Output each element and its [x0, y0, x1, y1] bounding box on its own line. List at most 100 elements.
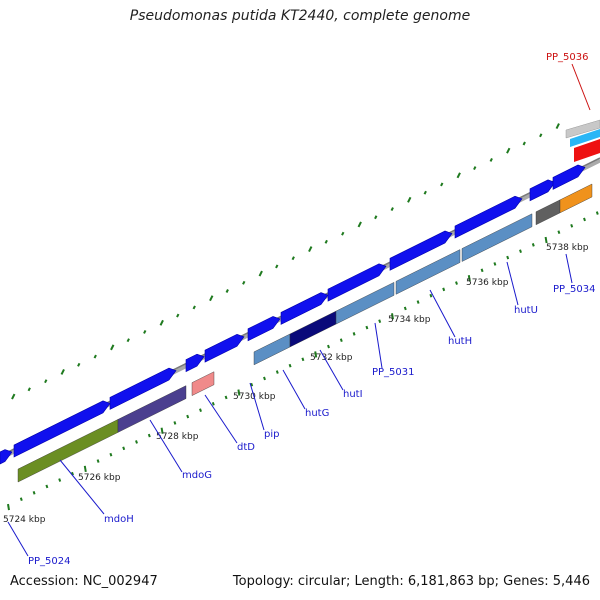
scale-label: 5738 kbp — [546, 243, 589, 253]
cog-bar — [335, 281, 395, 325]
scale-label: 5724 kbp — [3, 515, 46, 525]
feature-red — [574, 139, 600, 162]
corner-features — [565, 119, 600, 162]
leader-lines — [7, 63, 591, 557]
cds-arrow — [204, 333, 245, 363]
inner-tick — [83, 465, 87, 473]
outer-tick — [407, 196, 412, 203]
outer-tick — [93, 354, 97, 359]
inner-tick — [544, 236, 548, 244]
outer-tick — [374, 215, 378, 220]
outer-tick — [27, 387, 31, 392]
inner-tick — [403, 306, 407, 311]
cds-arrow — [280, 292, 329, 325]
outer-tick — [522, 141, 526, 146]
cds-arrow — [552, 164, 586, 190]
inner-tick — [339, 338, 343, 343]
inner-tick — [160, 427, 164, 434]
leader-line — [204, 394, 238, 444]
outer-tick — [209, 295, 214, 302]
outer-tick — [77, 362, 81, 367]
cog-bar — [191, 371, 215, 396]
inner-tick — [467, 274, 471, 282]
outer-tick — [473, 166, 477, 171]
leader-line — [149, 419, 183, 473]
cds-arrow — [247, 316, 281, 342]
inner-tick — [263, 376, 266, 381]
gene-label-hutg: hutG — [305, 408, 329, 419]
gene-label-mdog: mdoG — [182, 470, 212, 481]
outer-tick — [456, 172, 461, 179]
inner-tick — [416, 300, 420, 304]
inner-tick — [442, 287, 446, 292]
inner-tick — [288, 363, 292, 368]
inner-tick — [531, 243, 535, 247]
inner-tick-ring — [7, 211, 599, 511]
leader-line — [374, 322, 383, 369]
inner-tick — [45, 484, 49, 489]
cog-bar — [559, 183, 593, 214]
gene-label-pp5024: PP_5024 — [28, 556, 71, 567]
scale-label: 5732 kbp — [310, 353, 353, 363]
inner-tick — [480, 268, 484, 273]
inner-tick — [173, 421, 177, 425]
cds-arrow — [13, 400, 111, 458]
gene-label-huti: hutI — [343, 389, 363, 400]
inner-tick — [429, 293, 433, 298]
inner-tick — [7, 503, 10, 511]
inner-tick — [250, 382, 254, 387]
gene-label-pp5031: PP_5031 — [372, 367, 415, 378]
outer-tick — [159, 319, 164, 326]
inner-tick — [186, 414, 190, 419]
outer-tick — [357, 221, 362, 228]
cds-arrow — [0, 449, 13, 465]
gene-label-mdoh: mdoH — [104, 514, 134, 525]
inner-tick — [147, 433, 151, 438]
outer-tick — [440, 182, 444, 187]
inner-tick — [583, 217, 586, 222]
inner-tick — [314, 351, 318, 358]
outer-tick — [242, 280, 246, 285]
inner-tick — [352, 332, 356, 336]
leader-line — [565, 253, 573, 284]
inner-tick — [224, 395, 228, 400]
inner-tick — [211, 401, 215, 406]
cog-bar — [535, 199, 561, 226]
scale-label: 5734 kbp — [388, 315, 431, 325]
inner-tick — [595, 211, 599, 215]
feature-silver — [565, 119, 600, 139]
inner-tick — [71, 471, 74, 476]
outer-tick — [44, 379, 48, 384]
outer-tick — [539, 133, 543, 138]
inner-tick — [506, 255, 510, 260]
outer-tick — [275, 264, 279, 269]
cog-bar — [395, 249, 461, 295]
inner-tick — [455, 281, 458, 285]
cog-bar — [461, 213, 533, 262]
inner-tick — [237, 389, 241, 396]
gene-label-pp5034: PP_5034 — [553, 284, 596, 295]
summary-text: Topology: circular; Length: 6,181,863 bp… — [232, 574, 590, 589]
outer-tick — [390, 207, 394, 212]
leader-line — [319, 349, 344, 391]
outer-tick — [291, 256, 295, 261]
leader-line — [429, 289, 456, 338]
gene-label-pip: pip — [264, 429, 279, 440]
outer-tick — [110, 344, 115, 351]
gene-label-huth: hutH — [448, 336, 472, 347]
inner-tick — [199, 408, 202, 412]
inner-tick — [32, 490, 36, 495]
leader-line — [59, 459, 105, 515]
outer-tick — [324, 239, 328, 244]
outer-tick — [60, 369, 65, 375]
inner-tick — [19, 497, 23, 501]
inner-tick — [327, 344, 330, 349]
scale-label: 5728 kbp — [156, 432, 199, 442]
cds-arrow — [529, 179, 556, 202]
outer-tick — [341, 231, 345, 236]
leader-line — [506, 261, 519, 306]
cds-arrow — [454, 195, 523, 239]
inner-tick — [122, 446, 126, 451]
inner-tick — [519, 249, 522, 254]
cds-arrow — [185, 353, 205, 373]
